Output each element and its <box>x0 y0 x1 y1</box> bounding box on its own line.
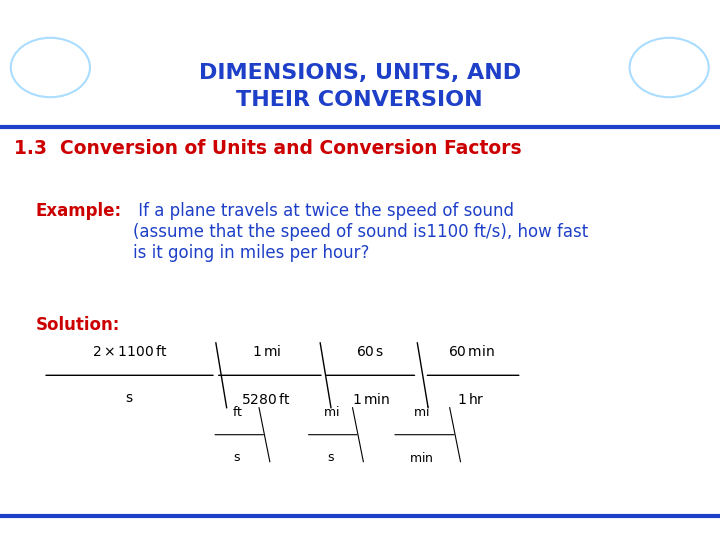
Text: $\mathrm{mi}$: $\mathrm{mi}$ <box>323 404 339 418</box>
Text: $60\,\mathrm{s}$: $60\,\mathrm{s}$ <box>356 345 384 359</box>
Text: Example:: Example: <box>36 202 122 220</box>
Text: $\mathrm{s}$: $\mathrm{s}$ <box>233 451 241 464</box>
Text: If a plane travels at twice the speed of sound
(assume that the speed of sound i: If a plane travels at twice the speed of… <box>133 202 588 262</box>
Text: $1\,\mathrm{min}$: $1\,\mathrm{min}$ <box>351 392 390 407</box>
Text: Solution:: Solution: <box>36 316 120 334</box>
Text: DIMENSIONS, UNITS, AND: DIMENSIONS, UNITS, AND <box>199 63 521 83</box>
Text: $\mathrm{ft}$: $\mathrm{ft}$ <box>232 404 243 418</box>
Text: $\mathrm{s}$: $\mathrm{s}$ <box>327 451 335 464</box>
Text: $5280\,\mathrm{ft}$: $5280\,\mathrm{ft}$ <box>241 392 291 407</box>
Text: $\mathrm{mi}$: $\mathrm{mi}$ <box>413 404 429 418</box>
Text: 1.3  Conversion of Units and Conversion Factors: 1.3 Conversion of Units and Conversion F… <box>14 139 522 158</box>
Text: $\mathrm{min}$: $\mathrm{min}$ <box>409 451 433 465</box>
Text: $\mathrm{s}$: $\mathrm{s}$ <box>125 392 134 406</box>
Text: $2 \times 1100\,\mathrm{ft}$: $2 \times 1100\,\mathrm{ft}$ <box>91 344 167 359</box>
Text: $1\,\mathrm{mi}$: $1\,\mathrm{mi}$ <box>252 344 281 359</box>
Text: $60\,\mathrm{min}$: $60\,\mathrm{min}$ <box>448 344 495 359</box>
Text: $1\,\mathrm{hr}$: $1\,\mathrm{hr}$ <box>457 392 485 407</box>
Text: THEIR CONVERSION: THEIR CONVERSION <box>236 90 483 110</box>
